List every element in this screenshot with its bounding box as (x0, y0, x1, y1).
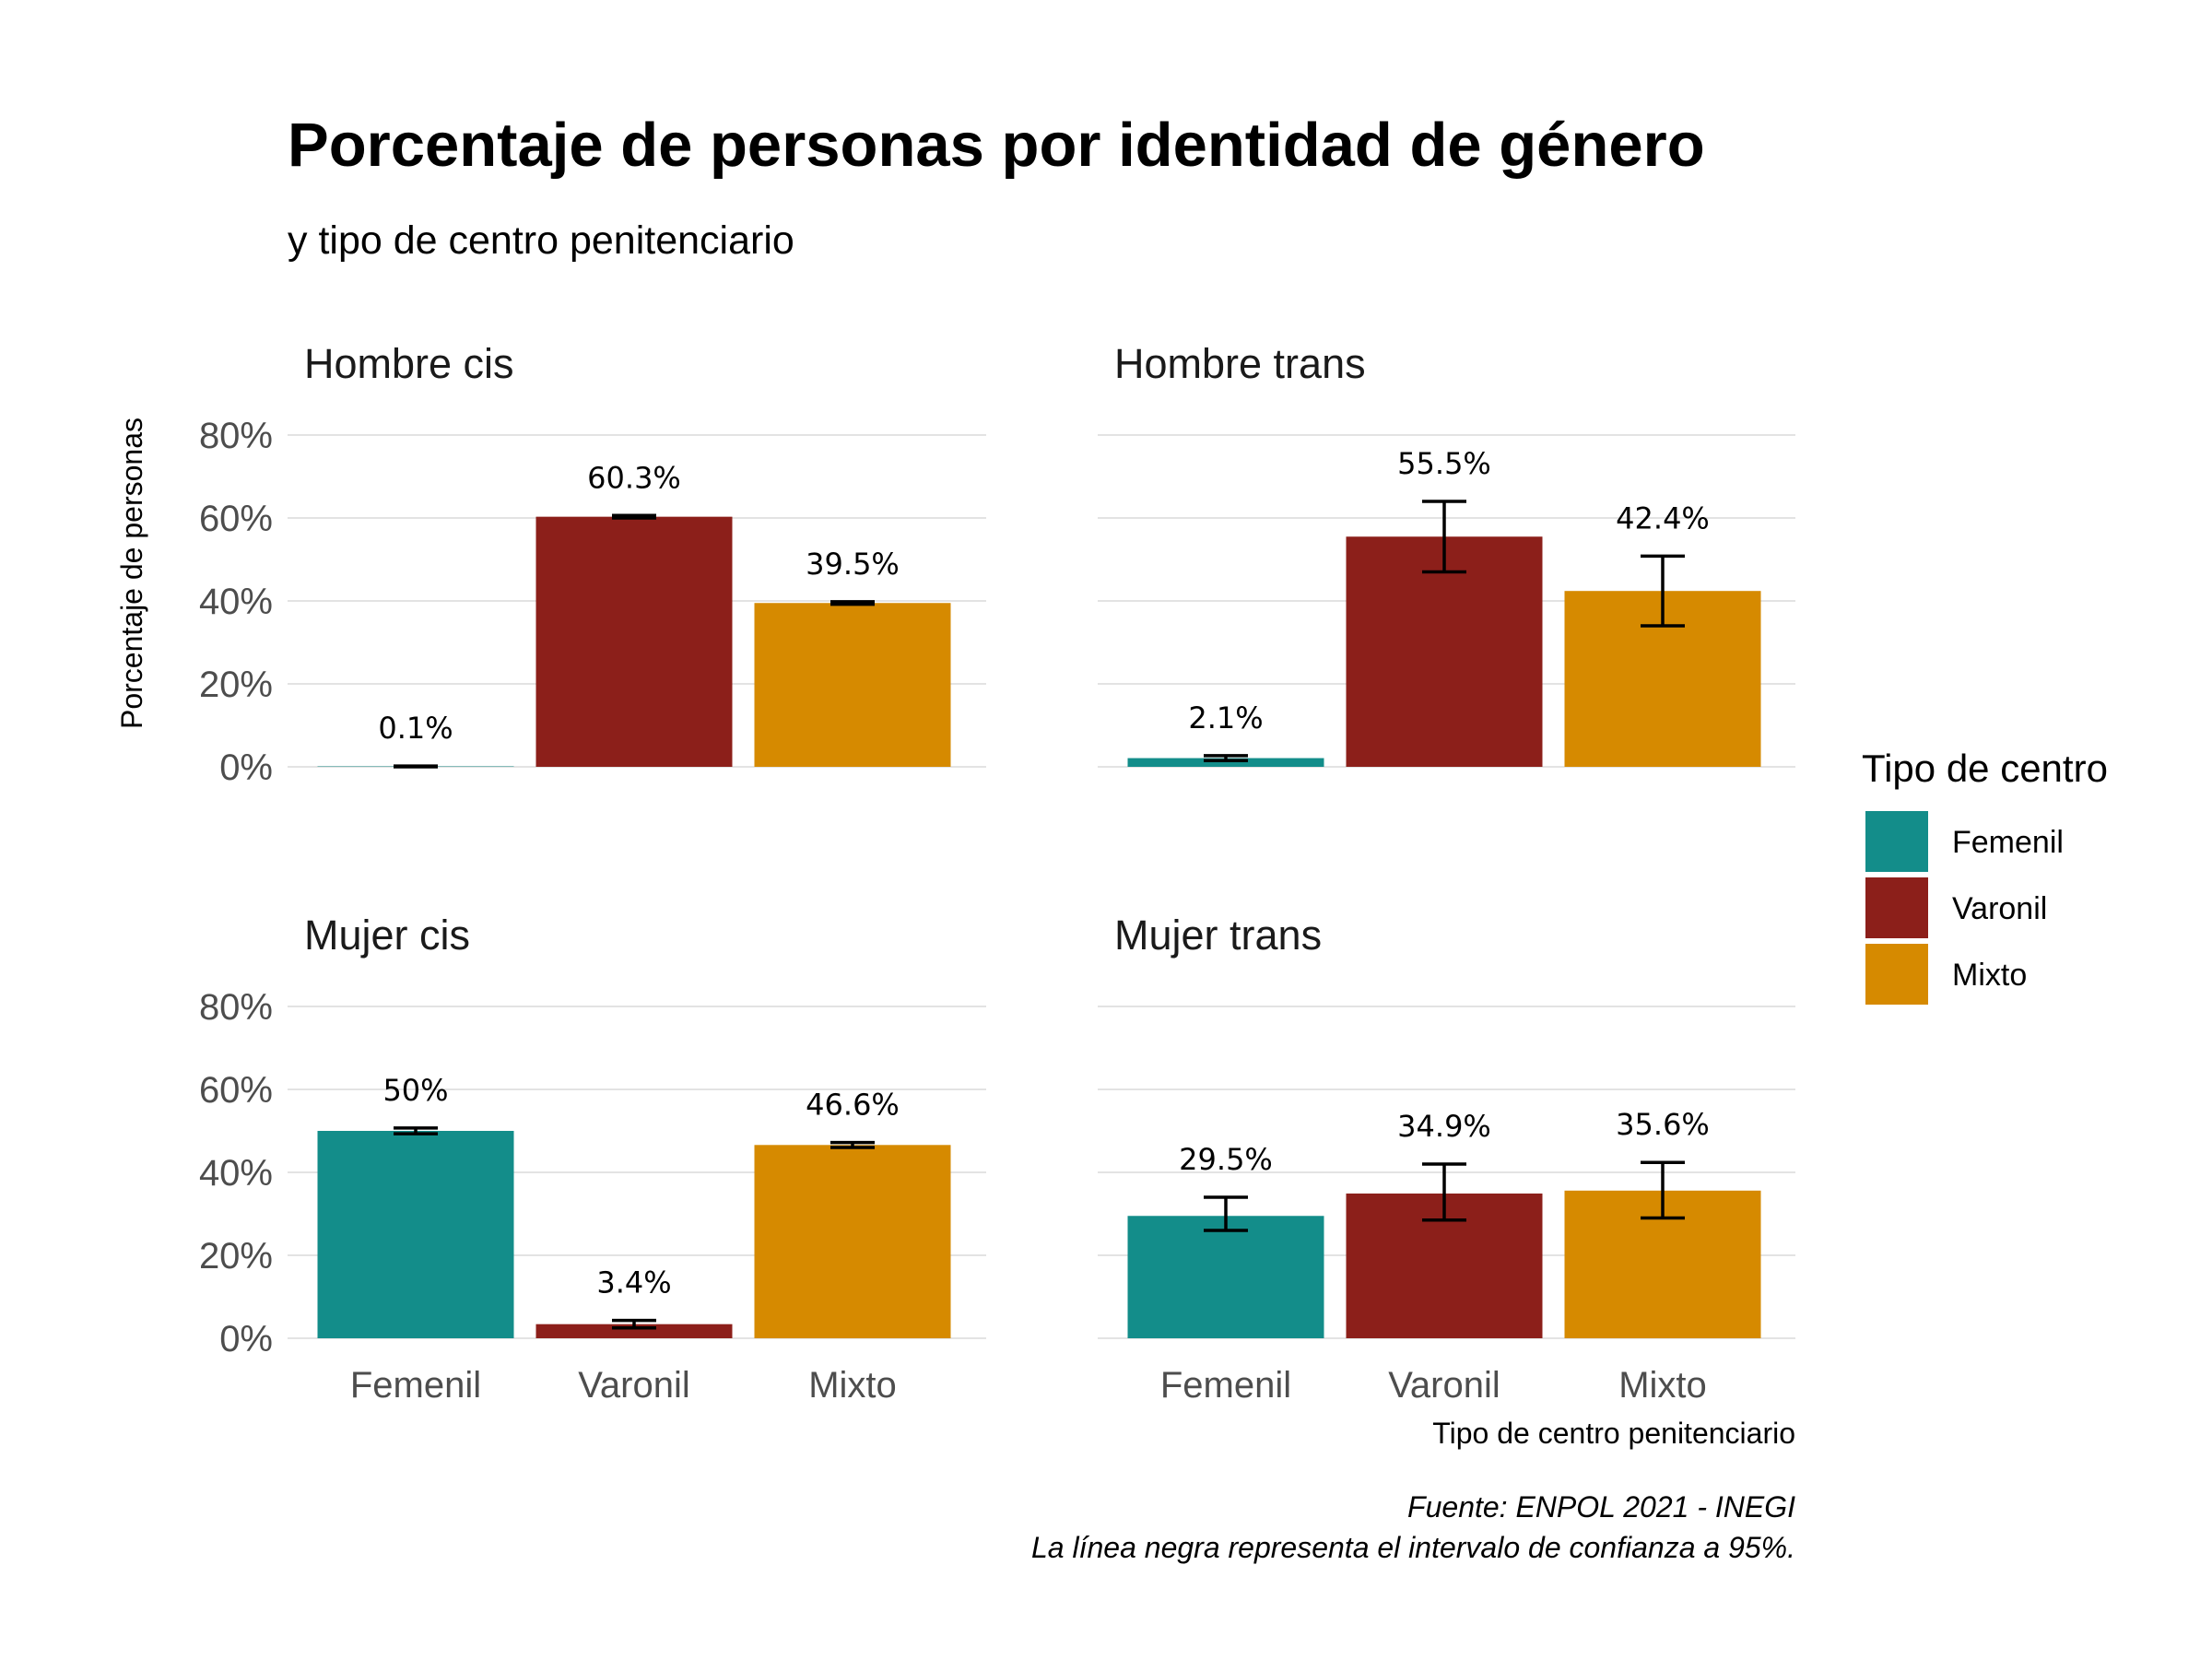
bar (754, 603, 951, 767)
legend-swatch (1865, 877, 1928, 938)
x-axis-label: Tipo de centro penitenciario (1432, 1417, 1795, 1450)
error-bar (1641, 554, 1685, 628)
y-axis-label: Porcentaje de personas (115, 418, 148, 729)
legend-label: Mixto (1952, 958, 2027, 993)
error-bar (1204, 754, 1248, 762)
bar-value-label: 46.6% (806, 1088, 900, 1123)
y-tick-label: 40% (199, 582, 273, 622)
facet-panel: 0% 20% 40% 60% 80% Mujer cis 50% 3.4% 46.6% Femen… (199, 912, 986, 1406)
x-tick-label: Femenil (350, 1365, 481, 1406)
caption-note: La línea negra representa el intervalo d… (1031, 1531, 1795, 1564)
error-bar (394, 1126, 438, 1135)
error-bar (1204, 1195, 1248, 1232)
y-tick-label: 20% (199, 665, 273, 705)
facet-panel: Mujer trans 29.5% 34.9% 35.6% Femenil Varonil… (1098, 912, 1795, 1406)
facet-panel: 0% 20% 40% 60% 80% Hombre cis 0.1% 60.3% 39.5% (199, 340, 986, 788)
bar (535, 1324, 733, 1338)
error-bar (394, 764, 438, 769)
facet-title: Hombre trans (1114, 340, 1366, 387)
y-tick-label: 0% (219, 1319, 273, 1359)
bar-value-label: 55.5% (1397, 446, 1491, 481)
bar (1346, 536, 1543, 767)
bar-value-label: 50% (382, 1073, 448, 1108)
legend-swatch (1865, 811, 1928, 872)
facet-title: Mujer trans (1114, 912, 1322, 959)
error-bar (830, 600, 875, 606)
x-tick-label: Mixto (1618, 1365, 1707, 1406)
error-bar (1422, 1162, 1466, 1222)
facet-panels: 0% 20% 40% 60% 80% Hombre cis 0.1% 60.3% 39.5% Ho… (199, 340, 1795, 1406)
chart-subtitle: y tipo de centro penitenciario (288, 218, 794, 263)
legend-items: Femenil Varonil Mixto (1865, 811, 2064, 1005)
caption-source: Fuente: ENPOL 2021 - INEGI (1407, 1490, 1795, 1524)
bar-value-label: 60.3% (587, 460, 681, 495)
facet-panel: Hombre trans 2.1% 55.5% 42.4% (1098, 340, 1795, 768)
error-bar (1422, 500, 1466, 574)
bar (1127, 758, 1324, 767)
x-tick-label: Mixto (808, 1365, 897, 1406)
bar (317, 1131, 514, 1338)
y-tick-label: 60% (199, 499, 273, 539)
bar-value-label: 34.9% (1397, 1109, 1491, 1144)
legend: Tipo de centro Femenil Varonil Mixto (1862, 747, 2108, 1005)
bar (1127, 1216, 1324, 1338)
y-tick-label: 20% (199, 1236, 273, 1277)
error-bar (612, 1318, 656, 1330)
bar-value-label: 2.1% (1188, 700, 1263, 735)
error-bar (1641, 1160, 1685, 1220)
bar-value-label: 3.4% (596, 1265, 671, 1300)
bar-value-label: 42.4% (1616, 500, 1710, 535)
error-bar (612, 513, 656, 520)
bar-value-label: 0.1% (378, 711, 453, 746)
legend-label: Varonil (1952, 891, 2047, 926)
bar (535, 516, 733, 767)
facet-title: Hombre cis (304, 340, 514, 387)
bar-value-label: 35.6% (1616, 1107, 1710, 1142)
legend-label: Femenil (1952, 825, 2064, 860)
bar (754, 1145, 951, 1338)
chart-title: Porcentaje de personas por identidad de … (288, 111, 1705, 180)
y-tick-label: 80% (199, 987, 273, 1028)
y-tick-label: 80% (199, 416, 273, 456)
x-tick-label: Varonil (578, 1365, 690, 1406)
bar-value-label: 29.5% (1179, 1142, 1273, 1177)
facet-title: Mujer cis (304, 912, 470, 959)
y-tick-label: 0% (219, 747, 273, 788)
x-tick-label: Femenil (1160, 1365, 1291, 1406)
legend-title: Tipo de centro (1862, 747, 2108, 790)
y-tick-label: 60% (199, 1070, 273, 1111)
y-tick-label: 40% (199, 1153, 273, 1194)
bar-value-label: 39.5% (806, 547, 900, 582)
error-bar (830, 1140, 875, 1149)
legend-swatch (1865, 944, 1928, 1005)
x-tick-label: Varonil (1388, 1365, 1500, 1406)
